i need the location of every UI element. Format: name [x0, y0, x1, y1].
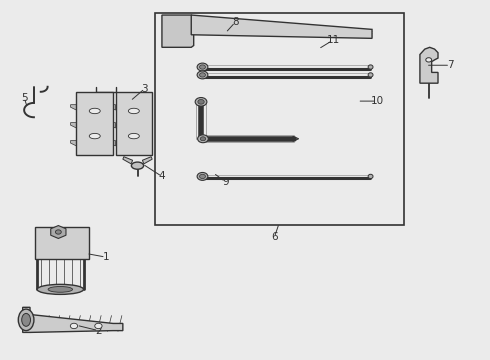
Bar	[35, 226, 89, 259]
Ellipse shape	[368, 174, 373, 179]
Text: 8: 8	[232, 17, 239, 27]
Polygon shape	[191, 15, 372, 39]
Polygon shape	[123, 157, 133, 164]
Text: 6: 6	[271, 232, 278, 242]
Ellipse shape	[426, 58, 432, 62]
Ellipse shape	[198, 99, 204, 104]
Ellipse shape	[37, 284, 83, 294]
Text: 2: 2	[95, 325, 102, 336]
Polygon shape	[23, 307, 123, 332]
Ellipse shape	[199, 65, 205, 69]
Ellipse shape	[200, 137, 206, 141]
Ellipse shape	[71, 323, 77, 329]
Ellipse shape	[22, 314, 30, 326]
Polygon shape	[110, 105, 116, 110]
Ellipse shape	[197, 71, 208, 79]
Polygon shape	[71, 105, 76, 110]
Ellipse shape	[199, 174, 205, 179]
Ellipse shape	[55, 230, 61, 234]
Ellipse shape	[197, 172, 208, 180]
Ellipse shape	[128, 134, 139, 139]
Ellipse shape	[195, 98, 207, 106]
Polygon shape	[420, 47, 438, 83]
Polygon shape	[51, 226, 66, 238]
Ellipse shape	[89, 108, 100, 114]
Text: 9: 9	[222, 177, 229, 187]
Text: 3: 3	[142, 84, 148, 94]
Ellipse shape	[95, 323, 102, 329]
Polygon shape	[143, 157, 152, 164]
Ellipse shape	[48, 287, 73, 292]
Text: 1: 1	[102, 252, 109, 262]
Text: 5: 5	[21, 93, 27, 103]
Ellipse shape	[197, 63, 208, 71]
Ellipse shape	[368, 65, 373, 69]
Text: 10: 10	[370, 96, 384, 106]
Text: 4: 4	[159, 171, 165, 181]
Ellipse shape	[128, 108, 139, 114]
Ellipse shape	[368, 73, 373, 77]
Bar	[116, 92, 152, 155]
Ellipse shape	[131, 162, 144, 169]
Polygon shape	[71, 140, 76, 146]
Polygon shape	[110, 123, 116, 128]
Polygon shape	[71, 123, 76, 128]
Text: 7: 7	[447, 60, 454, 70]
Polygon shape	[162, 15, 194, 47]
Ellipse shape	[89, 134, 100, 139]
Bar	[155, 13, 404, 225]
Bar	[76, 92, 113, 155]
Ellipse shape	[199, 73, 205, 77]
Text: 11: 11	[326, 35, 340, 45]
Polygon shape	[110, 140, 116, 146]
Ellipse shape	[197, 135, 208, 143]
Ellipse shape	[18, 309, 34, 330]
Polygon shape	[293, 136, 299, 141]
